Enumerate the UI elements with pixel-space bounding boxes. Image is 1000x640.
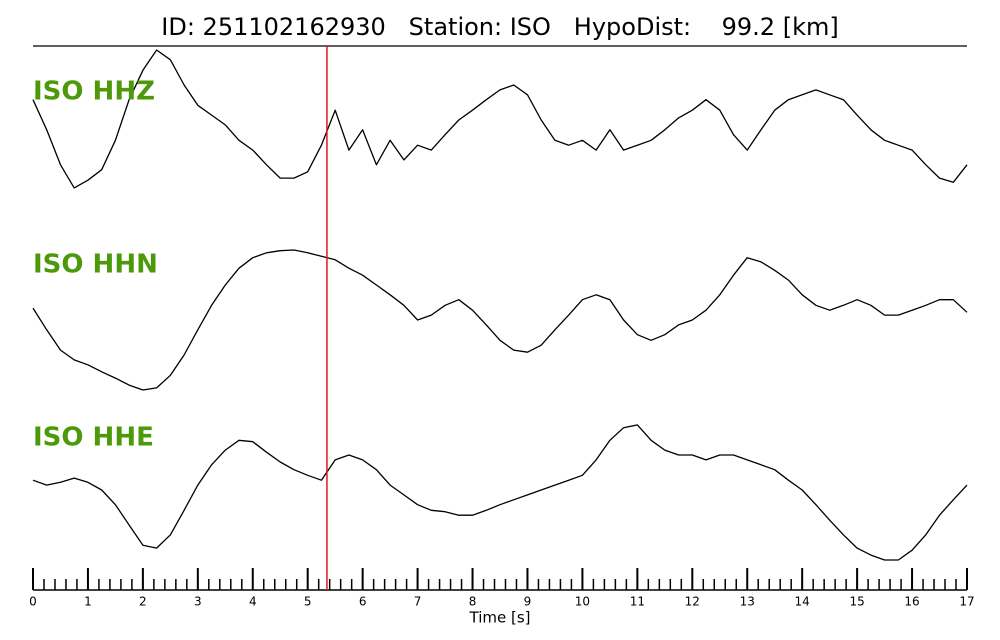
x-tick-label: 15 (849, 595, 864, 609)
x-tick-label: 7 (414, 595, 422, 609)
x-tick-label: 12 (685, 595, 700, 609)
x-axis-label: Time [s] (469, 609, 531, 627)
x-tick-label: 16 (904, 595, 919, 609)
waveform (32, 49, 968, 189)
x-tick-label: 8 (469, 595, 477, 609)
x-tick-label: 6 (359, 595, 367, 609)
x-tick-label: 5 (304, 595, 312, 609)
x-tick-label: 3 (194, 595, 202, 609)
trace-label: ISO HHE (33, 423, 154, 453)
x-tick-label: 14 (795, 595, 810, 609)
trace-label: ISO HHN (33, 250, 158, 280)
x-tick-label: 13 (740, 595, 755, 609)
x-tick-label: 9 (524, 595, 532, 609)
trace-label: ISO HHZ (33, 77, 155, 107)
waveform (32, 424, 968, 561)
chart-title: ID: 251102162930 Station: ISO HypoDist: … (161, 13, 838, 41)
x-tick-label: 1 (84, 595, 92, 609)
x-tick-label: 10 (575, 595, 590, 609)
x-tick-label: 0 (29, 595, 37, 609)
waveform (32, 249, 968, 391)
x-tick-label: 4 (249, 595, 257, 609)
x-tick-label: 17 (959, 595, 974, 609)
x-tick-label: 2 (139, 595, 147, 609)
x-tick-label: 11 (630, 595, 645, 609)
